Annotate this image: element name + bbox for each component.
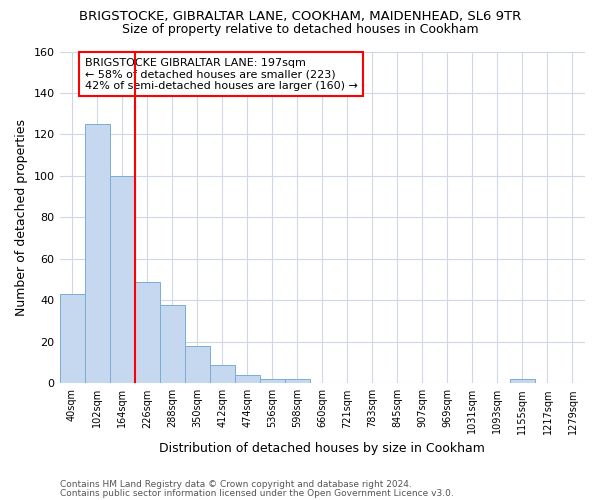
Text: Size of property relative to detached houses in Cookham: Size of property relative to detached ho… xyxy=(122,22,478,36)
Bar xyxy=(134,282,160,384)
Bar xyxy=(510,379,535,384)
X-axis label: Distribution of detached houses by size in Cookham: Distribution of detached houses by size … xyxy=(160,442,485,455)
Bar xyxy=(209,364,235,384)
Text: BRIGSTOCKE GIBRALTAR LANE: 197sqm
← 58% of detached houses are smaller (223)
42%: BRIGSTOCKE GIBRALTAR LANE: 197sqm ← 58% … xyxy=(85,58,358,91)
Bar xyxy=(185,346,209,384)
Y-axis label: Number of detached properties: Number of detached properties xyxy=(15,119,28,316)
Bar xyxy=(110,176,134,384)
Text: Contains public sector information licensed under the Open Government Licence v3: Contains public sector information licen… xyxy=(60,488,454,498)
Bar xyxy=(260,379,285,384)
Bar xyxy=(285,379,310,384)
Text: BRIGSTOCKE, GIBRALTAR LANE, COOKHAM, MAIDENHEAD, SL6 9TR: BRIGSTOCKE, GIBRALTAR LANE, COOKHAM, MAI… xyxy=(79,10,521,23)
Bar xyxy=(160,304,185,384)
Text: Contains HM Land Registry data © Crown copyright and database right 2024.: Contains HM Land Registry data © Crown c… xyxy=(60,480,412,489)
Bar xyxy=(85,124,110,384)
Bar xyxy=(235,375,260,384)
Bar xyxy=(59,294,85,384)
